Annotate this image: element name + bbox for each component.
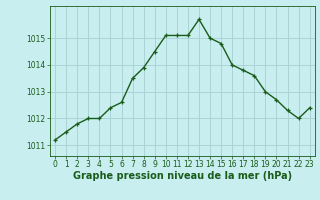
X-axis label: Graphe pression niveau de la mer (hPa): Graphe pression niveau de la mer (hPa) [73, 171, 292, 181]
